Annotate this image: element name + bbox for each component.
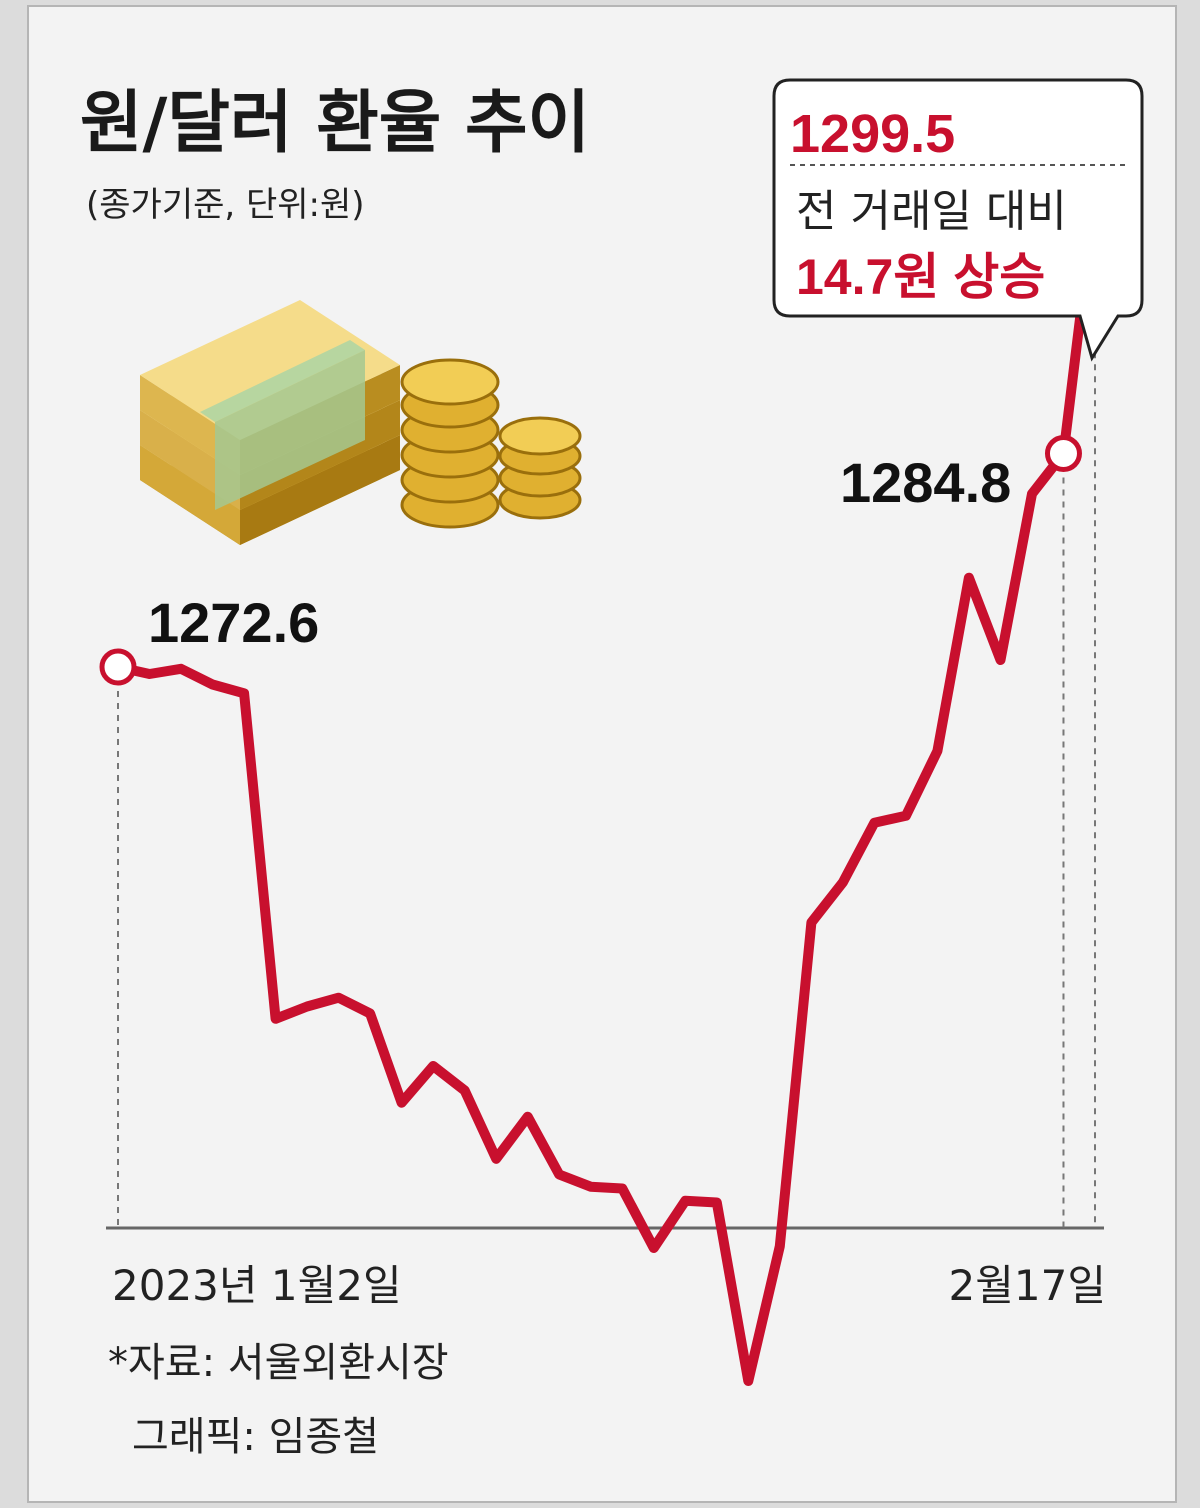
x-label-end: 2월17일 xyxy=(949,1261,1106,1310)
graphic-credit: 그래픽: 임종철 xyxy=(132,1414,379,1460)
callout-bubble: 1299.5 전 거래일 대비 14.7원 상승 xyxy=(772,78,1144,362)
series-line xyxy=(113,191,1100,1386)
prev-day-point-marker xyxy=(1044,435,1082,472)
prev-day-value-label: 1284.8 xyxy=(840,451,1011,514)
callout-value: 1299.5 xyxy=(790,104,955,164)
source-note: *자료: 서울외환시장 xyxy=(108,1340,449,1386)
callout-line2: 14.7원 상승 xyxy=(796,249,1045,305)
money-illustration xyxy=(140,300,582,545)
start-value-label: 1272.6 xyxy=(148,591,319,654)
start-point-marker xyxy=(99,648,137,686)
x-label-start: 2023년 1월2일 xyxy=(112,1261,402,1310)
callout-box xyxy=(772,78,1144,362)
callout-line1: 전 거래일 대비 xyxy=(796,186,1067,237)
chart-title: 원/달러 환율 추이 xyxy=(80,84,590,163)
chart-subtitle: (종가기준, 단위:원) xyxy=(86,185,365,225)
